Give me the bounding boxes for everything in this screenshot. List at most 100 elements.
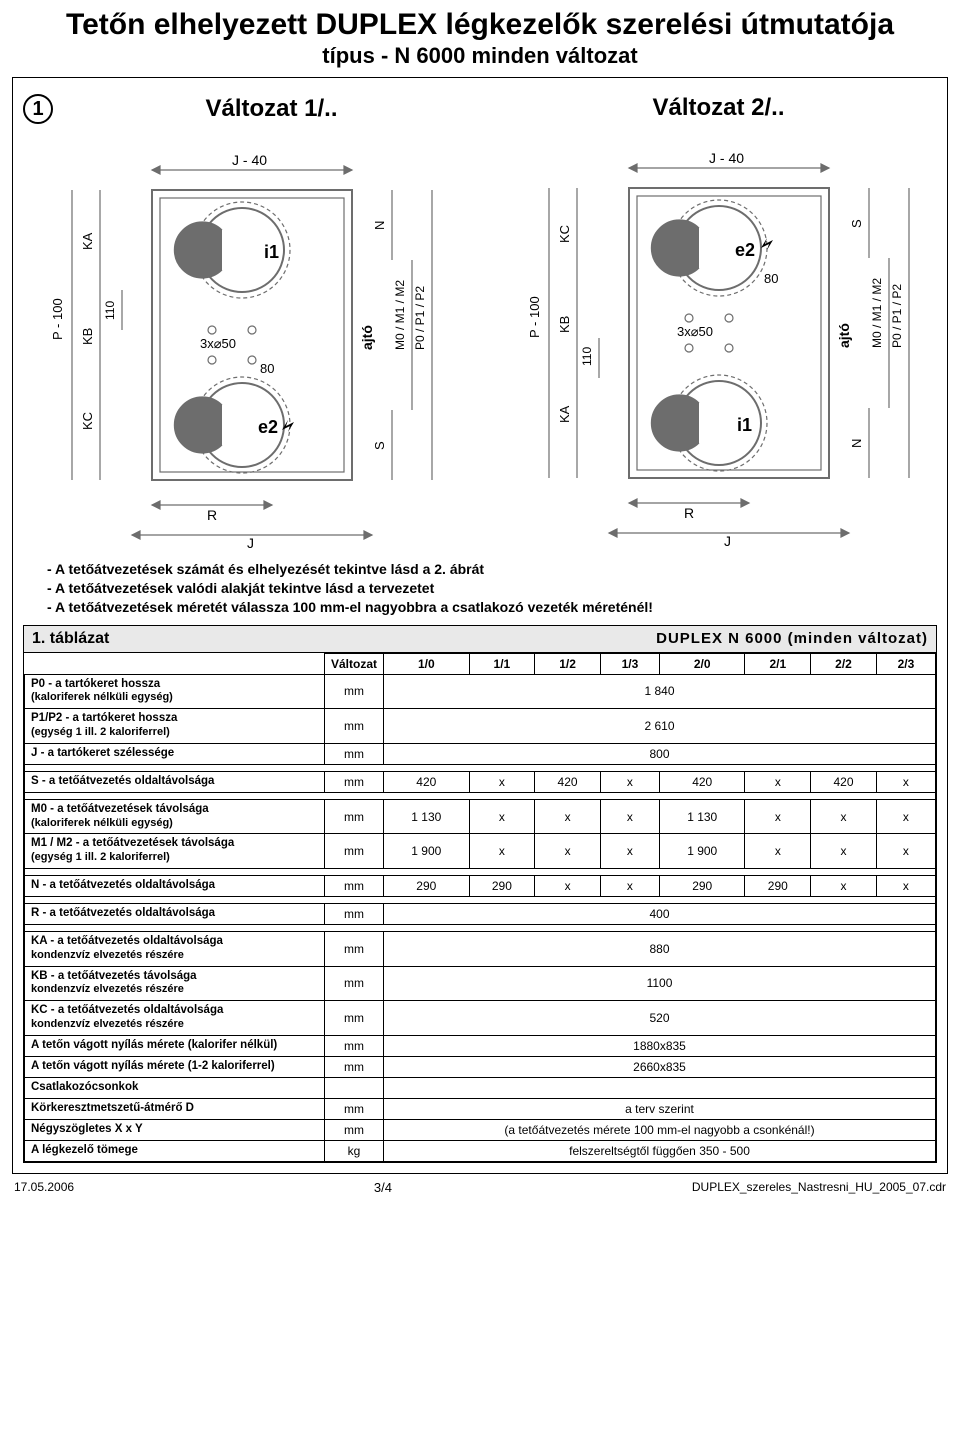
- row-unit: mm: [325, 1035, 384, 1056]
- table-row: M0 - a tetőátvezetések távolsága(kalorif…: [25, 799, 936, 834]
- row-cell: 1 130: [384, 799, 470, 834]
- row-span-value: 400: [384, 904, 936, 925]
- svg-text:3x⌀50: 3x⌀50: [200, 336, 236, 351]
- row-span-value: a terv szerint: [384, 1098, 936, 1119]
- row-unit: mm: [325, 709, 384, 744]
- row-cell: 1 130: [659, 799, 745, 834]
- row-cell: 420: [811, 771, 877, 792]
- row-label: P0 - a tartókeret hossza(kaloriferek nél…: [25, 674, 325, 709]
- table-row: [25, 792, 936, 799]
- footer-file: DUPLEX_szereles_Nastresni_HU_2005_07.cdr: [692, 1180, 946, 1195]
- diagrams-row: 1 Változat 1/.. i1 e2: [23, 94, 937, 550]
- row-cell: 1 900: [384, 834, 470, 869]
- row-unit: mm: [325, 771, 384, 792]
- svg-text:80: 80: [260, 361, 274, 376]
- svg-text:KC: KC: [557, 225, 572, 243]
- row-span-value: 880: [384, 932, 936, 967]
- svg-text:KC: KC: [80, 412, 95, 430]
- row-label: M1 / M2 - a tetőátvezetések távolsága(eg…: [25, 834, 325, 869]
- table-caption-right: DUPLEX N 6000 (minden változat): [656, 630, 928, 647]
- table-caption-left: 1. táblázat: [32, 630, 109, 648]
- row-cell: x: [745, 834, 811, 869]
- col-1-0: 1/0: [384, 653, 470, 674]
- svg-text:J: J: [724, 533, 731, 548]
- table-row: A tetőn vágott nyílás mérete (kalorifer …: [25, 1035, 936, 1056]
- row-cell: 420: [535, 771, 601, 792]
- table-row: [25, 869, 936, 876]
- table-row: A tetőn vágott nyílás mérete (1-2 kalori…: [25, 1056, 936, 1077]
- svg-text:N: N: [849, 439, 864, 448]
- table-row: A légkezelő tömegekgfelszereltségtől füg…: [25, 1140, 936, 1161]
- footer-page: 3/4: [374, 1180, 392, 1195]
- row-label: S - a tetőátvezetés oldaltávolsága: [25, 771, 325, 792]
- svg-text:KB: KB: [80, 328, 95, 345]
- row-cell: x: [745, 771, 811, 792]
- row-span-value: 2 610: [384, 709, 936, 744]
- col-1-3: 1/3: [600, 653, 659, 674]
- svg-text:J - 40: J - 40: [232, 152, 267, 168]
- svg-text:P0 / P1 / P2: P0 / P1 / P2: [413, 286, 427, 350]
- row-span-value: 1 840: [384, 674, 936, 709]
- svg-text:e2: e2: [735, 240, 755, 260]
- svg-text:ajtó: ajtó: [359, 325, 375, 350]
- row-cell: 290: [745, 876, 811, 897]
- svg-text:S: S: [372, 441, 387, 450]
- svg-text:R: R: [207, 507, 217, 523]
- row-label: Csatlakozócsonkok: [25, 1077, 325, 1098]
- row-cell: x: [600, 876, 659, 897]
- row-cell: 420: [659, 771, 745, 792]
- footer-date: 17.05.2006: [14, 1180, 74, 1195]
- row-label: A tetőn vágott nyílás mérete (1-2 kalori…: [25, 1056, 325, 1077]
- row-cell: x: [876, 876, 935, 897]
- col-2-3: 2/3: [876, 653, 935, 674]
- row-cell: x: [811, 799, 877, 834]
- note-line: - A tetőátvezetések valódi alakját tekin…: [47, 579, 937, 598]
- table-row: N - a tetőátvezetés oldaltávolságamm2902…: [25, 876, 936, 897]
- col-1-2: 1/2: [535, 653, 601, 674]
- table-row: P1/P2 - a tartókeret hossza(egység 1 ill…: [25, 709, 936, 744]
- row-span-value: felszereltségtől függően 350 - 500: [384, 1140, 936, 1161]
- svg-text:i1: i1: [264, 242, 279, 262]
- row-label: Négyszögletes X x Y: [25, 1119, 325, 1140]
- row-unit: mm: [325, 674, 384, 709]
- row-label: P1/P2 - a tartókeret hossza(egység 1 ill…: [25, 709, 325, 744]
- note-line: - A tetőátvezetések méretét válassza 100…: [47, 598, 937, 617]
- row-cell: 290: [469, 876, 535, 897]
- row-label: KA - a tetőátvezetés oldaltávolságakonde…: [25, 932, 325, 967]
- table-row: Négyszögletes X x Ymm(a tetőátvezetés mé…: [25, 1119, 936, 1140]
- row-label: A tetőn vágott nyílás mérete (kalorifer …: [25, 1035, 325, 1056]
- row-unit: mm: [325, 1056, 384, 1077]
- row-label: J - a tartókeret szélessége: [25, 743, 325, 764]
- row-label: A légkezelő tömege: [25, 1140, 325, 1161]
- row-label: Körkeresztmetszetű-átmérő D: [25, 1098, 325, 1119]
- row-label: KC - a tetőátvezetés oldaltávolságakonde…: [25, 1001, 325, 1036]
- table-row: S - a tetőátvezetés oldaltávolságamm420x…: [25, 771, 936, 792]
- row-cell: x: [535, 834, 601, 869]
- table-row: M1 / M2 - a tetőátvezetések távolsága(eg…: [25, 834, 936, 869]
- row-span-value: 1100: [384, 966, 936, 1001]
- row-label: N - a tetőátvezetés oldaltávolsága: [25, 876, 325, 897]
- row-unit: mm: [325, 1119, 384, 1140]
- row-cell: x: [876, 799, 935, 834]
- svg-text:110: 110: [103, 301, 117, 320]
- table-row: KC - a tetőátvezetés oldaltávolságakonde…: [25, 1001, 936, 1036]
- row-unit: mm: [325, 743, 384, 764]
- row-cell: x: [811, 876, 877, 897]
- variant-2-column: Változat 2/.. e2 i1: [500, 94, 937, 550]
- col-variant: Változat: [325, 653, 384, 674]
- row-unit: mm: [325, 834, 384, 869]
- table-row: J - a tartókeret szélességemm800: [25, 743, 936, 764]
- variant-2-diagram: e2 i1 3x⌀50 80 P - 100 KC KB KA: [509, 128, 929, 548]
- table-wrap: 1. táblázat DUPLEX N 6000 (minden változ…: [23, 625, 937, 1163]
- table-row: [25, 925, 936, 932]
- row-cell: 1 900: [659, 834, 745, 869]
- svg-text:N: N: [372, 221, 387, 230]
- row-cell: x: [811, 834, 877, 869]
- row-unit: mm: [325, 904, 384, 925]
- variant-1-title: Változat 1/..: [83, 95, 460, 123]
- row-unit: mm: [325, 1098, 384, 1119]
- data-table: Változat 1/0 1/1 1/2 1/3 2/0 2/1 2/2 2/3…: [24, 653, 936, 1162]
- table-head-row: Változat 1/0 1/1 1/2 1/3 2/0 2/1 2/2 2/3: [25, 653, 936, 674]
- table-header-bar: 1. táblázat DUPLEX N 6000 (minden változ…: [24, 626, 936, 653]
- row-span-value: 1880x835: [384, 1035, 936, 1056]
